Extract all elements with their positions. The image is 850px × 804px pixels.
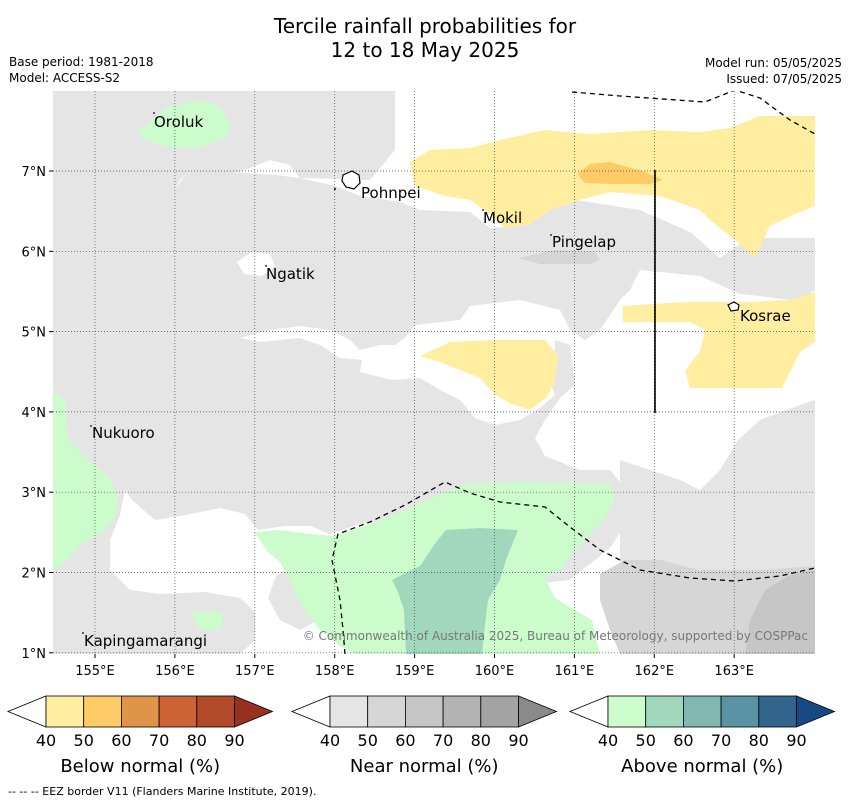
colorbar-tick-label: 90 <box>786 731 806 750</box>
colorbar-segment <box>367 695 406 728</box>
colorbar-title: Above normal (%) <box>621 756 783 777</box>
lon-tick-label: 162°E <box>635 664 675 679</box>
colorbar-segment <box>121 695 160 728</box>
colorbar-segment <box>442 695 482 728</box>
above-normal-region <box>137 100 232 148</box>
near-normal-region <box>53 91 395 332</box>
place-label-ngatik: Ngatik <box>266 265 315 283</box>
near-normal-60-region <box>745 570 815 654</box>
lat-tick-label: 4°N <box>22 406 47 421</box>
colorbar-tick-label: 80 <box>471 731 491 750</box>
colorbar-segment <box>645 695 684 728</box>
colorbar-segment <box>196 695 235 728</box>
colorbar-tick-label: 50 <box>74 731 94 750</box>
colorbar-tick-label: 70 <box>433 731 453 750</box>
lon-tick-label: 160°E <box>475 664 515 679</box>
colorbar-left-extend <box>568 695 609 728</box>
lon-tick-label: 158°E <box>315 664 355 679</box>
colorbar-right-extend <box>234 695 274 728</box>
colorbar-tick-label: 80 <box>749 731 769 750</box>
colorbar-segment <box>480 695 519 728</box>
island-dots <box>82 112 552 634</box>
lat-tick-label: 2°N <box>22 567 47 582</box>
above-normal-region <box>190 612 222 630</box>
colorbar-segment <box>683 695 722 728</box>
place-label-kosrae: Kosrae <box>740 307 791 325</box>
below-normal-region <box>410 116 815 258</box>
colorbar-right-extend <box>518 695 558 728</box>
map-area: Oroluk Pohnpei Mokil Pingelap Ngatik Kos… <box>53 91 815 654</box>
lon-tick-label: 156°E <box>155 664 195 679</box>
chart-title-line2: 12 to 18 May 2025 <box>330 38 520 62</box>
above-normal-50-region <box>392 528 518 654</box>
colorbar-left-extend <box>290 695 331 728</box>
colorbar-tick-label: 60 <box>395 731 415 750</box>
colorbar-left-extend <box>6 695 47 728</box>
colorbar-tick-label: 60 <box>673 731 693 750</box>
near-normal-region <box>166 172 815 350</box>
place-label-oroluk: Oroluk <box>154 113 203 131</box>
colorbar-tick-label: 90 <box>508 731 528 750</box>
colorbar-tick-label: 40 <box>598 731 618 750</box>
colorbar-segment <box>329 695 369 728</box>
colorbar-segment <box>758 695 797 728</box>
lon-tick-label: 155°E <box>75 664 115 679</box>
colorbar-tick-label: 50 <box>358 731 378 750</box>
copyright-text: © Commonwealth of Australia 2025, Bureau… <box>303 629 808 643</box>
lat-tick-label: 7°N <box>22 165 47 180</box>
lat-tick-label: 3°N <box>22 486 47 501</box>
colorbar-tick-label: 70 <box>711 731 731 750</box>
above-normal-region <box>53 392 118 570</box>
below-normal-region <box>623 292 815 388</box>
footer-note: -- -- -- EEZ border V11 (Flanders Marine… <box>8 785 317 798</box>
colorbar-segment <box>158 695 198 728</box>
colorbar-tick-label: 80 <box>187 731 207 750</box>
model-run-label: Model run: 05/05/2025 <box>704 56 842 70</box>
near-normal-colorbar: 40 50 60 70 80 90 Near normal (%) <box>290 695 558 777</box>
colorbar-tick-label: 90 <box>224 731 244 750</box>
colorbar-segment <box>720 695 760 728</box>
place-label-pohnpei: Pohnpei <box>361 184 421 202</box>
lon-tick-label: 159°E <box>395 664 435 679</box>
colorbar-title: Near normal (%) <box>350 756 499 777</box>
near-normal-50-region <box>518 250 600 264</box>
colorbar-tick-label: 40 <box>36 731 56 750</box>
colorbar-tick-label: 40 <box>320 731 340 750</box>
place-label-nukuoro: Nukuoro <box>92 424 155 442</box>
chart-title-line1: Tercile rainfall probabilities for <box>273 14 577 38</box>
lon-tick-label: 157°E <box>235 664 275 679</box>
lon-tick-label: 163°E <box>714 664 754 679</box>
colorbar-segment <box>83 695 122 728</box>
pohnpei-island <box>341 170 361 190</box>
lat-tick-label: 1°N <box>22 647 47 662</box>
lon-tick-label: 161°E <box>555 664 595 679</box>
model-label: Model: ACCESS-S2 <box>9 71 121 85</box>
below-normal-region <box>420 340 558 410</box>
colorbar-segment <box>404 695 444 728</box>
kosrae-island <box>727 301 740 312</box>
near-normal-region <box>53 392 255 654</box>
colorbar-title: Below normal (%) <box>60 756 220 777</box>
colorbar-tick-label: 70 <box>149 731 169 750</box>
lat-tick-label: 6°N <box>22 245 47 260</box>
colorbar-segment <box>45 695 85 728</box>
colorbar-segment <box>607 695 647 728</box>
issued-label: Issued: 07/05/2025 <box>726 72 842 86</box>
place-label-pingelap: Pingelap <box>552 233 616 251</box>
colorbar-tick-label: 60 <box>111 731 131 750</box>
eez-border <box>331 91 815 654</box>
below-normal-50-region <box>577 162 663 184</box>
base-period-label: Base period: 1981-2018 <box>9 55 154 69</box>
place-label-kapingamarangi: Kapingamarangi <box>84 632 207 650</box>
place-label-mokil: Mokil <box>483 209 522 227</box>
lat-tick-label: 5°N <box>22 326 47 341</box>
colorbar-tick-label: 50 <box>636 731 656 750</box>
colorbar-right-extend <box>796 695 836 728</box>
map-grid <box>53 91 815 654</box>
